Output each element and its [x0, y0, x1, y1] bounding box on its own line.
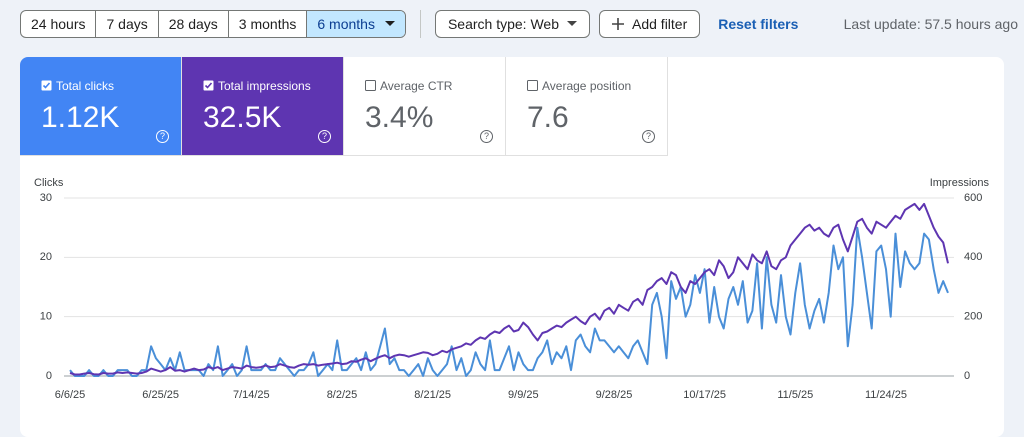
metric-tile[interactable]: Average CTR 3.4%?: [344, 57, 506, 156]
date-range-button[interactable]: 24 hours: [21, 11, 95, 37]
x-tick-label: 11/5/25: [777, 389, 813, 401]
y2-tick-label: 400: [964, 251, 982, 263]
toolbar: 24 hours 7 days 28 days 3 months 6 months Se…: [20, 10, 798, 38]
plus-icon: [612, 18, 624, 30]
date-range-text: 28 days: [168, 16, 218, 32]
search-type-text: Search type: Web: [447, 16, 559, 32]
y2-tick-label: 0: [964, 370, 970, 382]
checkbox-box: [365, 80, 376, 91]
metric-tile[interactable]: Total impressions 32.5K?: [182, 57, 344, 156]
help-icon[interactable]: ?: [480, 130, 493, 143]
checkbox: [203, 80, 214, 91]
performance-card: Total clicks 1.12K? Total impressions 32.5K…: [20, 57, 1004, 437]
checkbox-box: [527, 80, 538, 91]
metric-value: 32.5K: [203, 101, 282, 134]
y-tick-label: 0: [46, 370, 52, 382]
metric-label: Total clicks: [56, 79, 115, 93]
search-type-button[interactable]: Search type: Web: [434, 10, 590, 38]
series-line: [69, 226, 949, 377]
date-range-text: 24 hours: [31, 16, 86, 32]
x-tick-label: 6/25/25: [142, 389, 179, 401]
dropdown-arrow: [567, 21, 577, 26]
series-line: [69, 202, 949, 376]
date-range-button[interactable]: 6 months: [306, 11, 405, 37]
help-icon[interactable]: ?: [642, 130, 655, 143]
checkbox: [41, 80, 52, 91]
x-tick-label: 8/2/25: [327, 389, 358, 401]
date-range-text: 7 days: [106, 16, 148, 32]
reset-filters-link[interactable]: Reset filters: [718, 16, 799, 32]
metric-label: Total impressions: [218, 79, 311, 93]
x-tick-label: 7/14/25: [233, 389, 270, 401]
chart: 0 10 20 30 0 200 400 600 Clicks Impressions 6/6/25…: [34, 177, 990, 401]
y-tick-label: 10: [40, 311, 52, 323]
date-range-button[interactable]: 3 months: [227, 11, 307, 37]
x-tick-label: 10/17/25: [683, 389, 726, 401]
metric-label: Average position: [542, 79, 632, 93]
metric-value: 3.4%: [365, 101, 434, 134]
arrow-shape: [384, 21, 395, 26]
metric-label: Average CTR: [380, 79, 453, 93]
separator: [419, 10, 421, 38]
y2-axis-title: Impressions: [930, 177, 990, 189]
y-tick-label: 30: [40, 192, 52, 204]
y-axis-title: Clicks: [34, 177, 64, 189]
date-range-group: 24 hours 7 days 28 days 3 months 6 months: [20, 10, 406, 38]
y2-tick-label: 200: [964, 311, 982, 323]
checkmark: [42, 82, 51, 89]
date-range-text: 3 months: [238, 16, 297, 32]
date-range-button[interactable]: 28 days: [157, 11, 228, 37]
checkbox: [527, 80, 538, 91]
x-tick-label: 6/6/25: [55, 389, 86, 401]
x-tick-label: 8/21/25: [414, 389, 451, 401]
dropdown-arrow: [384, 21, 395, 26]
date-range-text: 6 months: [317, 16, 375, 32]
date-range-button[interactable]: 7 days: [95, 11, 157, 37]
checkbox: [365, 80, 376, 91]
y2-tick-label: 600: [964, 192, 982, 204]
metric-value: 1.12K: [41, 101, 120, 134]
page: 24 hours 7 days 28 days 3 months 6 months Se…: [20, 10, 1018, 437]
metric-tile[interactable]: Total clicks 1.12K?: [20, 57, 182, 156]
add-filter-button[interactable]: Add filter: [599, 10, 701, 38]
metric-tile[interactable]: Average position 7.6?: [506, 57, 668, 156]
y-tick-label: 20: [40, 251, 52, 263]
last-update: Last update: 57.5 hours ago: [843, 16, 1018, 32]
x-tick-label: 9/9/25: [508, 389, 539, 401]
add-filter-text: Add filter: [632, 16, 688, 32]
checkmark: [204, 82, 213, 89]
help-icon[interactable]: ?: [318, 130, 331, 143]
help-icon[interactable]: ?: [156, 130, 169, 143]
metric-value: 7.6: [527, 101, 569, 134]
x-tick-label: 11/24/25: [865, 389, 907, 401]
x-tick-label: 9/28/25: [596, 389, 633, 401]
